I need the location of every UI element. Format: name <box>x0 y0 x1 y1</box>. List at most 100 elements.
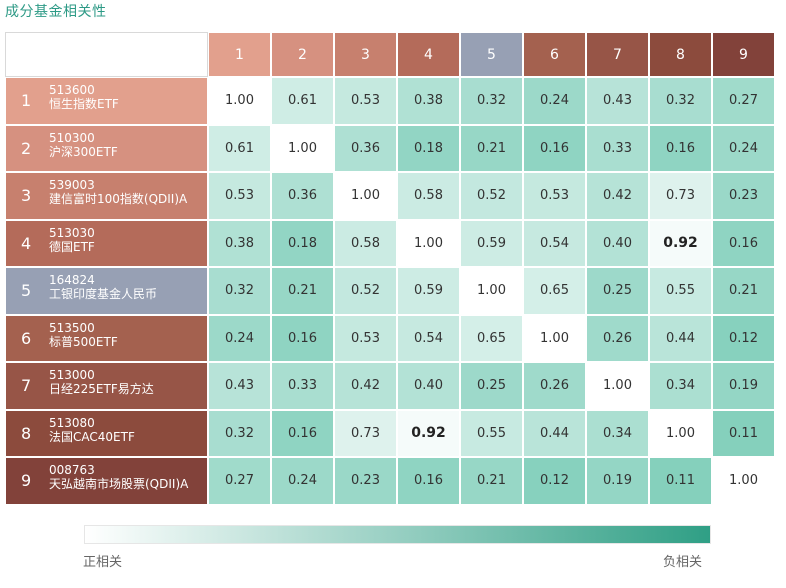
heatmap-cell: 0.61 <box>271 77 334 125</box>
row-index: 2 <box>21 138 32 158</box>
heatmap-cell: 0.52 <box>460 172 523 220</box>
row-header-8: 8 513080 法国CAC40ETF <box>5 409 208 457</box>
correlation-heatmap: 1 2 3 4 5 6 7 8 9 1 513600 恒生指数ETF 1.00 0.61 0.53 0.38 0… <box>5 32 775 505</box>
fund-name: 法国CAC40ETF <box>49 429 135 444</box>
heatmap-cell: 1.00 <box>649 409 712 457</box>
heatmap-cell: 0.73 <box>649 172 712 220</box>
row-header-1: 1 513600 恒生指数ETF <box>5 77 208 125</box>
heatmap-cell: 0.25 <box>460 362 523 410</box>
heatmap-cell: 0.18 <box>271 219 334 267</box>
heatmap-cell: 0.27 <box>208 457 271 505</box>
heatmap-cell: 0.33 <box>271 362 334 410</box>
fund-name: 标普500ETF <box>49 334 118 349</box>
row-index: 4 <box>21 233 32 253</box>
heatmap-cell: 0.32 <box>649 77 712 125</box>
heatmap-cell: 0.54 <box>523 219 586 267</box>
chart-title: 成分基金相关性 <box>5 4 107 20</box>
heatmap-cell: 0.42 <box>334 362 397 410</box>
heatmap-cell: 0.21 <box>460 124 523 172</box>
heatmap-cell: 0.26 <box>523 362 586 410</box>
heatmap-cell: 0.52 <box>334 267 397 315</box>
heatmap-cell: 1.00 <box>397 219 460 267</box>
heatmap-cell: 0.40 <box>586 219 649 267</box>
fund-name: 恒生指数ETF <box>49 97 119 111</box>
heatmap-cell: 0.36 <box>271 172 334 220</box>
heatmap-cell: 0.32 <box>208 267 271 315</box>
legend-gradient-bar <box>84 525 711 544</box>
row-index: 5 <box>21 281 32 300</box>
heatmap-cell: 1.00 <box>334 172 397 220</box>
row-header-7: 7 513000 日经225ETF易方达 <box>5 362 208 410</box>
row-header-6: 6 513500 标普500ETF <box>5 314 208 362</box>
heatmap-cell: 0.25 <box>586 267 649 315</box>
row-index: 1 <box>21 91 32 110</box>
heatmap-cell: 0.43 <box>586 77 649 125</box>
fund-code: 513500 <box>49 320 95 335</box>
heatmap-cell: 0.24 <box>712 124 775 172</box>
fund-code: 008763 <box>49 463 95 477</box>
row-header-4: 4 513030 德国ETF <box>5 219 208 267</box>
heatmap-cell: 0.55 <box>460 409 523 457</box>
heatmap-cell: 0.11 <box>649 457 712 505</box>
heatmap-cell: 0.61 <box>208 124 271 172</box>
row-index: 8 <box>21 423 32 443</box>
fund-code: 510300 <box>49 130 95 145</box>
row-index: 9 <box>21 471 32 490</box>
heatmap-cell: 0.18 <box>397 124 460 172</box>
fund-code: 513600 <box>49 83 95 97</box>
heatmap-cell: 0.53 <box>523 172 586 220</box>
heatmap-cell: 0.65 <box>523 267 586 315</box>
fund-code: 513080 <box>49 415 95 430</box>
heatmap-cell: 0.55 <box>649 267 712 315</box>
heatmap-cell: 0.24 <box>271 457 334 505</box>
heatmap-cell: 0.38 <box>208 219 271 267</box>
fund-name: 德国ETF <box>49 239 95 254</box>
heatmap-cell: 0.42 <box>586 172 649 220</box>
heatmap-cell: 0.23 <box>334 457 397 505</box>
heatmap-cell: 0.21 <box>271 267 334 315</box>
heatmap-cell: 0.53 <box>334 314 397 362</box>
column-header-1: 1 <box>208 32 271 77</box>
heatmap-cell: 0.33 <box>586 124 649 172</box>
heatmap-cell: 0.16 <box>397 457 460 505</box>
column-header-9: 9 <box>712 32 775 77</box>
fund-name: 建信富时100指数(QDII)A <box>49 192 188 206</box>
row-index: 7 <box>21 376 32 395</box>
heatmap-cell: 1.00 <box>523 314 586 362</box>
heatmap-cell: 0.19 <box>586 457 649 505</box>
heatmap-cell: 0.53 <box>334 77 397 125</box>
heatmap-cell: 0.12 <box>523 457 586 505</box>
heatmap-cell: 0.16 <box>523 124 586 172</box>
heatmap-cell: 0.54 <box>397 314 460 362</box>
heatmap-cell: 0.53 <box>208 172 271 220</box>
column-header-3: 3 <box>334 32 397 77</box>
heatmap-cell: 0.16 <box>649 124 712 172</box>
heatmap-cell: 0.19 <box>712 362 775 410</box>
column-header-4: 4 <box>397 32 460 77</box>
row-header-9: 9 008763 天弘越南市场股票(QDII)A <box>5 457 208 505</box>
heatmap-cell: 1.00 <box>271 124 334 172</box>
heatmap-cell: 0.92 <box>649 219 712 267</box>
heatmap-cell: 0.27 <box>712 77 775 125</box>
heatmap-cell: 0.16 <box>271 409 334 457</box>
fund-name: 工银印度基金人民币 <box>49 287 158 301</box>
heatmap-cell: 0.59 <box>397 267 460 315</box>
column-header-5: 5 <box>460 32 523 77</box>
heatmap-cell: 0.58 <box>334 219 397 267</box>
heatmap-cell: 0.58 <box>397 172 460 220</box>
fund-code: 513000 <box>49 368 95 382</box>
fund-name: 沪深300ETF <box>49 144 118 159</box>
column-header-8: 8 <box>649 32 712 77</box>
fund-code: 513030 <box>49 225 95 240</box>
heatmap-cell: 0.26 <box>586 314 649 362</box>
heatmap-cell: 0.34 <box>586 409 649 457</box>
fund-code: 539003 <box>49 178 95 192</box>
column-header-2: 2 <box>271 32 334 77</box>
heatmap-cell: 0.16 <box>271 314 334 362</box>
corner-cell <box>5 32 208 77</box>
row-header-5: 5 164824 工银印度基金人民币 <box>5 267 208 315</box>
column-header-7: 7 <box>586 32 649 77</box>
heatmap-cell: 1.00 <box>712 457 775 505</box>
row-header-3: 3 539003 建信富时100指数(QDII)A <box>5 172 208 220</box>
heatmap-cell: 0.32 <box>460 77 523 125</box>
